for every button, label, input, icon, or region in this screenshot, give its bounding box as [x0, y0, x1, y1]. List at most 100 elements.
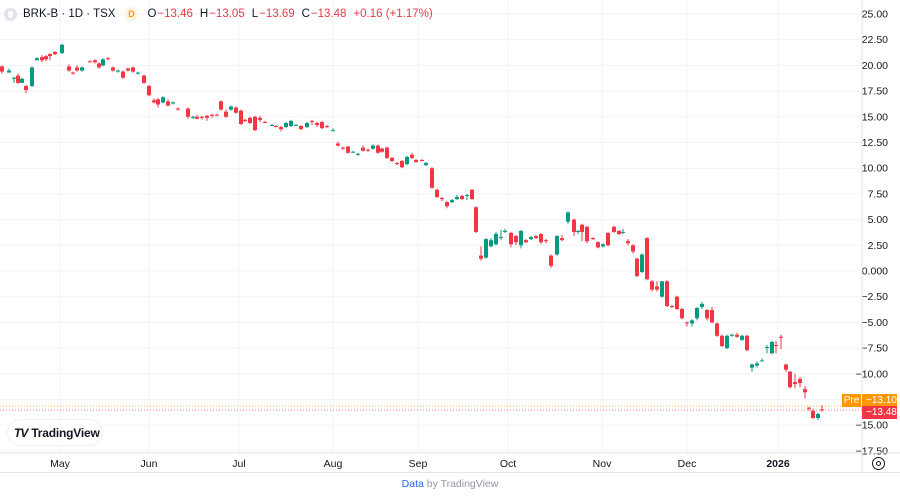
candle-body[interactable] [274, 126, 278, 128]
candle-body[interactable] [376, 145, 380, 153]
candle-body[interactable] [489, 240, 493, 247]
candle-body[interactable] [798, 378, 802, 384]
candle-body[interactable] [566, 212, 570, 222]
candle-body[interactable] [195, 116, 199, 119]
candle-body[interactable] [53, 52, 57, 55]
candle-body[interactable] [519, 230, 523, 246]
candle-body[interactable] [400, 161, 404, 168]
candle-body[interactable] [645, 238, 649, 280]
candle-body[interactable] [380, 148, 384, 152]
candle-body[interactable] [44, 56, 48, 60]
candle-body[interactable] [560, 238, 564, 241]
candle-body[interactable] [71, 72, 75, 74]
candle-body[interactable] [596, 242, 600, 248]
candle-body[interactable] [126, 68, 130, 71]
candle-body[interactable] [147, 85, 151, 96]
candle-body[interactable] [811, 410, 815, 419]
candle-body[interactable] [544, 240, 548, 242]
candle-body[interactable] [534, 236, 538, 239]
candle-body[interactable] [356, 153, 360, 155]
candle-body[interactable] [7, 70, 11, 73]
candle-body[interactable] [234, 107, 238, 113]
candle-body[interactable] [116, 70, 120, 72]
candle-body[interactable] [191, 116, 195, 118]
chart-settings-icon[interactable] [872, 457, 885, 470]
candle-body[interactable] [171, 102, 175, 104]
candle-body[interactable] [284, 122, 288, 128]
candle-body[interactable] [499, 237, 503, 239]
candle-body[interactable] [12, 77, 16, 79]
candle-body[interactable] [503, 230, 507, 232]
candle-body[interactable] [549, 255, 553, 266]
candle-body[interactable] [635, 258, 639, 277]
candle-body[interactable] [725, 335, 729, 349]
candle-body[interactable] [131, 67, 135, 72]
candle-body[interactable] [299, 126, 303, 130]
candle-body[interactable] [186, 108, 190, 117]
candle-body[interactable] [258, 117, 262, 120]
candle-body[interactable] [695, 308, 699, 319]
candle-body[interactable] [710, 310, 714, 323]
candle-body[interactable] [60, 44, 64, 54]
candle-body[interactable] [720, 335, 724, 347]
candle-body[interactable] [730, 334, 734, 336]
candle-body[interactable] [414, 159, 418, 163]
candle-body[interactable] [224, 111, 228, 117]
candle-body[interactable] [336, 143, 340, 146]
candle-body[interactable] [361, 147, 365, 151]
candle-body[interactable] [621, 231, 625, 233]
candle-body[interactable] [580, 224, 584, 232]
candle-body[interactable] [80, 67, 84, 71]
candle-body[interactable] [289, 120, 293, 127]
candle-body[interactable] [807, 407, 811, 409]
candle-body[interactable] [106, 58, 110, 60]
candle-body[interactable] [685, 322, 689, 324]
candle-body[interactable] [612, 226, 616, 232]
candle-body[interactable] [88, 61, 92, 63]
candle-body[interactable] [675, 296, 679, 310]
candle-body[interactable] [410, 154, 414, 158]
candle-body[interactable] [16, 75, 20, 83]
candle-body[interactable] [585, 226, 589, 242]
candle-body[interactable] [40, 57, 44, 61]
candle-body[interactable] [820, 409, 824, 411]
candle-body[interactable] [395, 163, 399, 165]
candle-body[interactable] [665, 281, 669, 306]
candle-body[interactable] [331, 130, 335, 132]
candle-body[interactable] [524, 240, 528, 243]
symbol-title[interactable]: BRK-B · 1D · TSX [23, 8, 116, 20]
candle-body[interactable] [788, 371, 792, 388]
candle-body[interactable] [176, 108, 180, 110]
candle-body[interactable] [606, 232, 610, 246]
candle-body[interactable] [529, 237, 533, 240]
candle-body[interactable] [279, 127, 283, 130]
candle-body[interactable] [601, 244, 605, 247]
candle-body[interactable] [770, 341, 774, 354]
candle-body[interactable] [420, 159, 424, 162]
candle-body[interactable] [435, 189, 439, 197]
candle-body[interactable] [680, 309, 684, 319]
candle-body[interactable] [816, 413, 820, 419]
candle-body[interactable] [351, 151, 355, 153]
candle-body[interactable] [0, 66, 4, 72]
candle-body[interactable] [315, 122, 319, 126]
candle-body[interactable] [655, 286, 659, 290]
candle-body[interactable] [779, 336, 783, 338]
candle-body[interactable] [270, 125, 274, 127]
candle-body[interactable] [346, 146, 350, 153]
candle-body[interactable] [626, 241, 630, 244]
candle-body[interactable] [760, 360, 764, 362]
candle-body[interactable] [405, 156, 409, 165]
candle-body[interactable] [793, 382, 797, 385]
candle-body[interactable] [750, 364, 754, 368]
candle-body[interactable] [325, 126, 329, 128]
candle-body[interactable] [294, 125, 298, 127]
tradingview-logo[interactable]: TV TradingView [8, 420, 102, 445]
candle-body[interactable] [101, 59, 105, 66]
candle-body[interactable] [450, 200, 454, 203]
candle-body[interactable] [735, 334, 739, 337]
candle-body[interactable] [205, 115, 209, 118]
candle-body[interactable] [460, 195, 464, 200]
candle-body[interactable] [740, 335, 744, 340]
chart-container[interactable]: 25.00 22.50 20.00 17.50 15.00 12.50 10.00 7.50 5… [0, 0, 900, 473]
